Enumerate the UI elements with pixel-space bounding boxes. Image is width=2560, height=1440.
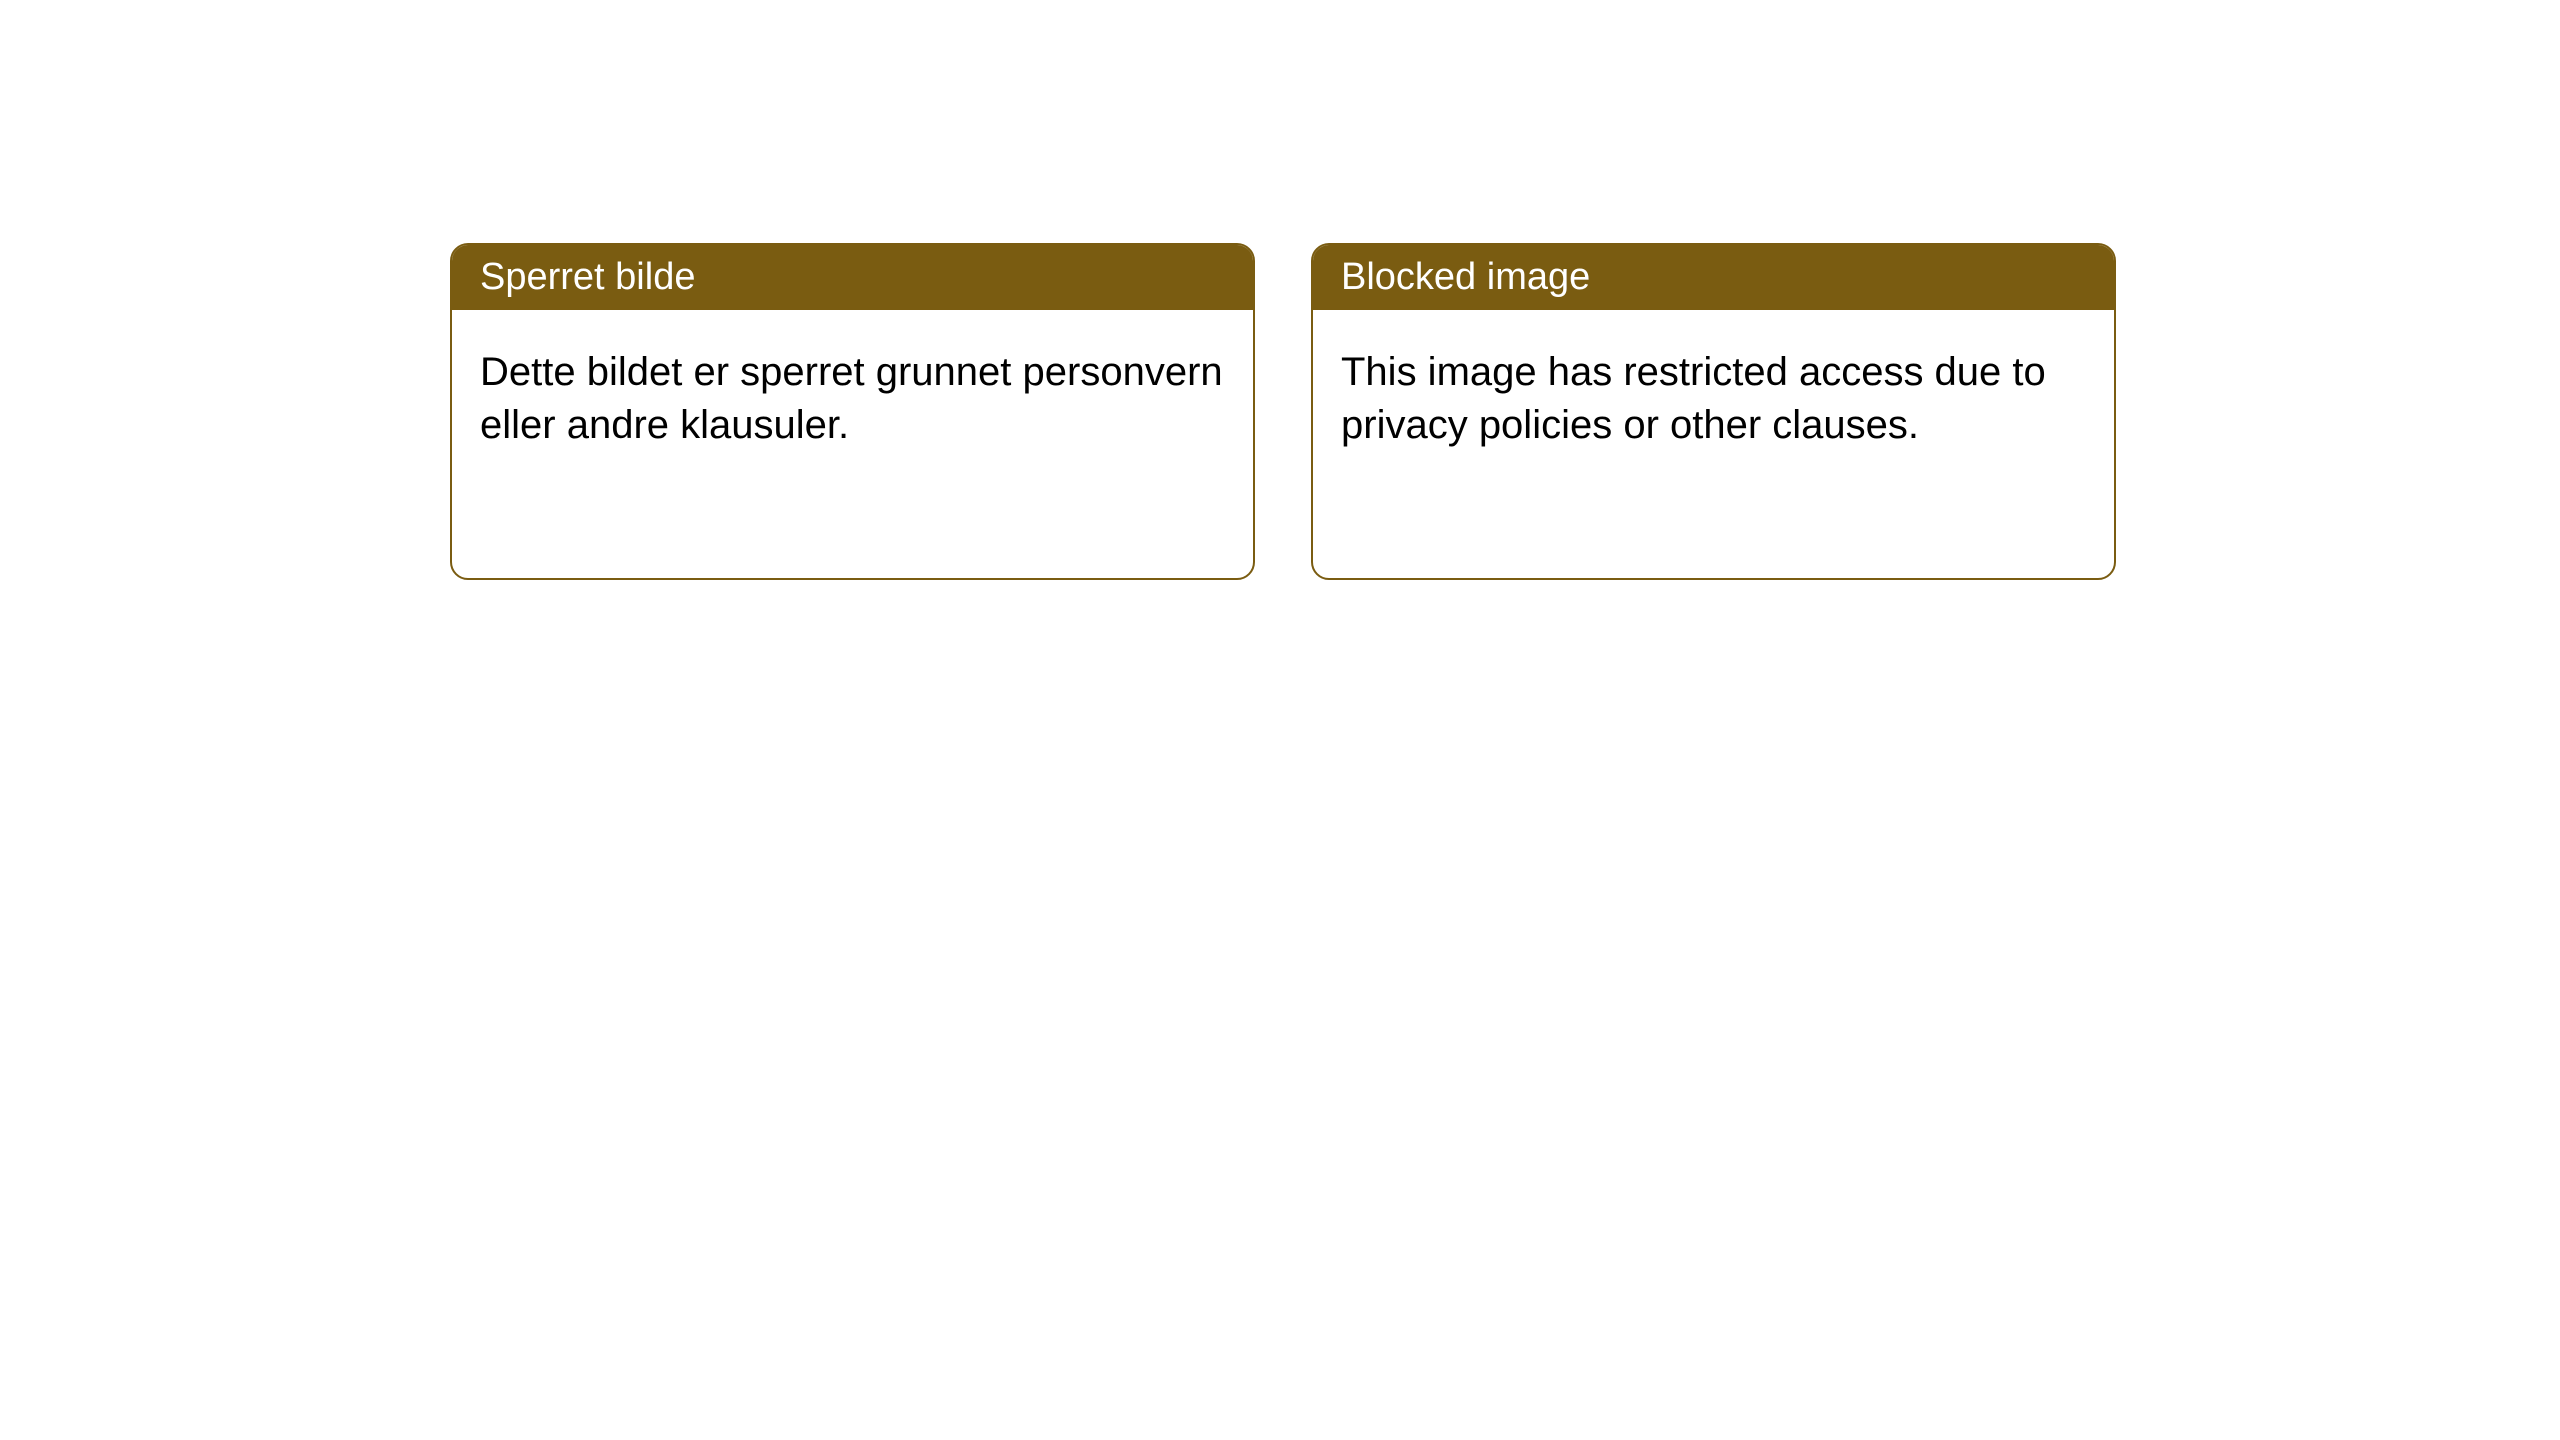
notice-card-english: Blocked image This image has restricted … — [1311, 243, 2116, 580]
card-header: Blocked image — [1313, 245, 2114, 310]
card-title: Sperret bilde — [480, 256, 695, 298]
notice-cards-container: Sperret bilde Dette bildet er sperret gr… — [450, 243, 2116, 580]
card-body: This image has restricted access due to … — [1313, 310, 2114, 488]
card-header: Sperret bilde — [452, 245, 1253, 310]
card-body-text: Dette bildet er sperret grunnet personve… — [480, 350, 1223, 447]
notice-card-norwegian: Sperret bilde Dette bildet er sperret gr… — [450, 243, 1255, 580]
card-body: Dette bildet er sperret grunnet personve… — [452, 310, 1253, 488]
card-body-text: This image has restricted access due to … — [1341, 350, 2046, 447]
card-title: Blocked image — [1341, 256, 1590, 298]
